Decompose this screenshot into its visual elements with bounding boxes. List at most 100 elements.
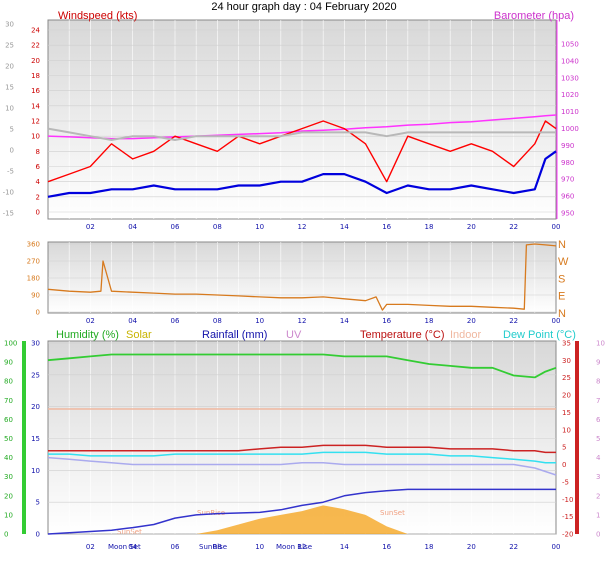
temperature-tick: 5 <box>562 444 566 452</box>
barometer-tick: 990 <box>561 142 574 150</box>
outer-left-tick: -15 <box>3 210 14 218</box>
humidity-tick: 70 <box>4 397 13 405</box>
temperature-tick: 10 <box>562 426 571 434</box>
hour-tick-label: 06 <box>171 317 180 325</box>
hour-tick-label: 18 <box>425 223 434 231</box>
outer-left-tick: 20 <box>5 63 14 71</box>
moon-rise-label: Moon Rise <box>276 543 312 551</box>
outer-left-tick: 10 <box>5 105 14 113</box>
hour-tick-label: 14 <box>340 543 349 551</box>
temperature-tick: -5 <box>562 478 569 486</box>
uv-series <box>47 456 557 476</box>
uv-legend: UV <box>286 329 302 341</box>
temperature-tick: 35 <box>562 340 571 348</box>
humidity-legend: Humidity (%) <box>56 329 119 341</box>
hour-tick-label: 22 <box>509 223 518 231</box>
hour-tick-label: 02 <box>86 317 95 325</box>
hour-tick-label: 10 <box>255 223 264 231</box>
outer-left-tick: 15 <box>5 84 14 92</box>
rainfall-tick: 20 <box>31 403 40 411</box>
dew-series <box>48 451 556 464</box>
temperature-series <box>48 444 556 454</box>
windspeed-tick: 4 <box>36 178 41 186</box>
barometer-tick: 950 <box>561 210 574 218</box>
sunrise-label: SunRise <box>197 509 225 517</box>
hour-tick-label: 04 <box>128 543 137 551</box>
sunset-early-label: SunSet <box>117 528 142 536</box>
direction-tick: 270 <box>27 258 40 266</box>
rainfall-series <box>47 488 556 535</box>
direction-tick: 0 <box>36 309 40 317</box>
outer-left-tick: 30 <box>5 21 14 29</box>
barometer-label: Barometer (hpa) <box>494 10 574 22</box>
humidity-tick: 20 <box>4 492 13 500</box>
humidity-tick: 100 <box>4 340 17 348</box>
hour-tick-label: 02 <box>86 223 95 231</box>
outer-left-tick: 25 <box>5 42 14 50</box>
barometer-tick: 1010 <box>561 108 579 116</box>
uv-tick: 9 <box>596 359 600 367</box>
outer-left-tick: 0 <box>10 147 14 155</box>
hour-tick-label: 02 <box>86 543 95 551</box>
hour-tick-label: 06 <box>171 543 180 551</box>
windspeed-tick: 24 <box>31 27 40 35</box>
hour-tick-label: 16 <box>382 317 391 325</box>
barometer-series <box>47 114 557 140</box>
temperature-tick: 20 <box>562 392 571 400</box>
hour-tick-label: 10 <box>255 317 264 325</box>
humidity-series <box>47 353 557 379</box>
uv-tick: 0 <box>596 531 600 539</box>
windspeed-tick: 22 <box>31 42 40 50</box>
windspeed-tick: 12 <box>31 118 40 126</box>
uv-tick: 6 <box>596 416 601 424</box>
hour-tick-label: 08 <box>213 543 222 551</box>
outer-left-tick: 5 <box>10 126 14 134</box>
compass-label: S <box>558 273 565 285</box>
hour-tick-label: 18 <box>425 543 434 551</box>
uv-tick: 10 <box>596 340 605 348</box>
temperature-tick: 0 <box>562 461 566 469</box>
compass-label: W <box>558 256 569 268</box>
humidity-tick: 80 <box>4 378 13 386</box>
humidity-axis-bar <box>22 341 26 534</box>
hour-tick-label: 18 <box>425 317 434 325</box>
hour-tick-label: 12 <box>298 223 307 231</box>
wind-direction-series <box>47 243 557 311</box>
rainfall-tick: 30 <box>31 340 40 348</box>
hour-tick-label: 00 <box>552 223 561 231</box>
page-title: 24 hour graph day : 04 February 2020 <box>211 1 396 13</box>
windspeed-tick: 14 <box>31 102 40 110</box>
hour-tick-label: 12 <box>298 317 307 325</box>
rainfall-tick: 15 <box>31 435 40 443</box>
barometer-tick: 1000 <box>561 125 579 133</box>
uv-tick: 7 <box>596 397 600 405</box>
hour-tick-label: 00 <box>552 543 561 551</box>
temperature-tick: -10 <box>562 496 573 504</box>
uv-tick: 8 <box>596 378 600 386</box>
humidity-tick: 10 <box>4 511 13 519</box>
rainfall-tick: 10 <box>31 467 40 475</box>
windspeed-gust-series <box>47 120 557 183</box>
outer-left-tick: -5 <box>7 168 14 176</box>
barometer-tick: 1020 <box>561 91 579 99</box>
humidity-tick: 50 <box>4 435 13 443</box>
solar-area <box>48 505 556 534</box>
direction-tick: 90 <box>31 292 40 300</box>
windspeed-tick: 8 <box>36 148 40 156</box>
rainfall-tick: 0 <box>36 531 40 539</box>
hour-tick-label: 16 <box>382 543 391 551</box>
hour-tick-label: 04 <box>128 223 137 231</box>
barometer-tick: 1050 <box>561 41 579 49</box>
windspeed-tick: 6 <box>36 163 41 171</box>
sunrise-bottom-label: SunRise <box>199 543 227 551</box>
temperature-tick: 15 <box>562 409 571 417</box>
outer-left-tick: -10 <box>3 189 14 197</box>
windspeed-tick: 10 <box>31 133 40 141</box>
uv-tick: 2 <box>596 492 600 500</box>
windspeed-label: Windspeed (kts) <box>58 10 137 22</box>
dewpoint-legend: Dew Point (°C) <box>503 329 576 341</box>
uv-tick: 3 <box>596 473 600 481</box>
indoor-legend: Indoor <box>450 329 482 341</box>
windspeed-tick: 0 <box>36 209 40 217</box>
